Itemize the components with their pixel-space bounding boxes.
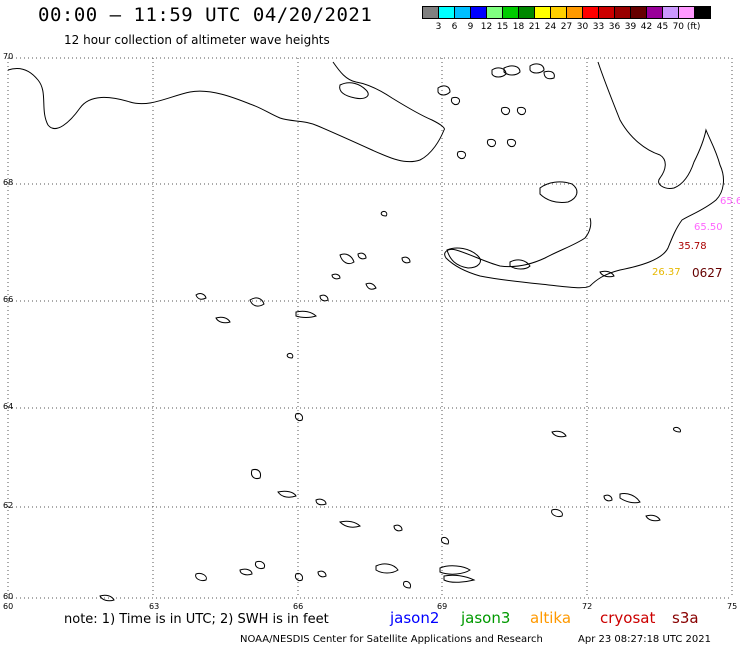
legend-label: 30 — [576, 22, 589, 32]
legend-label: 24 — [544, 22, 557, 32]
credit-text: NOAA/NESDIS Center for Satellite Applica… — [240, 634, 543, 645]
legend-swatch — [694, 6, 711, 19]
legend-label: 21 — [528, 22, 541, 32]
chart-title: 00:00 – 11:59 UTC 04/20/2021 — [38, 4, 373, 26]
x-tick-label: 66 — [293, 602, 304, 611]
legend-label: 18 — [512, 22, 525, 32]
color-legend-labels: 3 6 9 12 15 18 21 24 27 30 33 36 39 42 45 70 (ft) — [422, 22, 740, 34]
coastline — [7, 61, 724, 602]
footer-note: note: 1) Time is in UTC; 2) SWH is in fe… — [64, 612, 329, 627]
y-tick-label: 68 — [3, 178, 14, 187]
observation-label: 65.6 — [720, 196, 740, 207]
satellite-label-cryosat: cryosat — [600, 609, 656, 627]
observation-label: 26.37 — [652, 267, 681, 278]
legend-label: 15 — [496, 22, 509, 32]
legend-label: 33 — [592, 22, 605, 32]
legend-label: 45 — [656, 22, 669, 32]
x-tick-label: 69 — [437, 602, 448, 611]
y-tick-label: 60 — [3, 592, 14, 601]
y-tick-label: 66 — [3, 295, 14, 304]
satellite-label-jason2: jason2 — [390, 609, 440, 627]
legend-label: 12 — [480, 22, 493, 32]
y-tick-label: 70 — [3, 52, 14, 61]
legend-label: 70 (ft) — [672, 22, 701, 32]
y-tick-label: 62 — [3, 501, 14, 510]
legend-label: 27 — [560, 22, 573, 32]
x-tick-label: 75 — [727, 602, 738, 611]
y-tick-label: 64 — [3, 402, 14, 411]
legend-label: 9 — [467, 22, 474, 32]
legend-label: 42 — [640, 22, 653, 32]
lat-lon-grid — [7, 57, 733, 599]
observation-label: 35.78 — [678, 241, 707, 252]
color-legend — [422, 6, 711, 19]
observation-label: 0627 — [692, 266, 723, 280]
x-tick-label: 63 — [149, 602, 160, 611]
x-tick-label: 60 — [3, 602, 14, 611]
legend-label: 3 — [435, 22, 442, 32]
x-tick-label: 72 — [582, 602, 593, 611]
legend-label: 6 — [451, 22, 458, 32]
timestamp-text: Apr 23 08:27:18 UTC 2021 — [578, 634, 711, 645]
legend-label: 36 — [608, 22, 621, 32]
observation-label: 65.50 — [694, 222, 723, 233]
legend-label: 39 — [624, 22, 637, 32]
satellite-label-altika: altika — [530, 609, 572, 627]
satellite-label-jason3: jason3 — [461, 609, 511, 627]
chart-subtitle: 12 hour collection of altimeter wave hei… — [64, 33, 330, 47]
satellite-label-s3a: s3a — [672, 609, 699, 627]
